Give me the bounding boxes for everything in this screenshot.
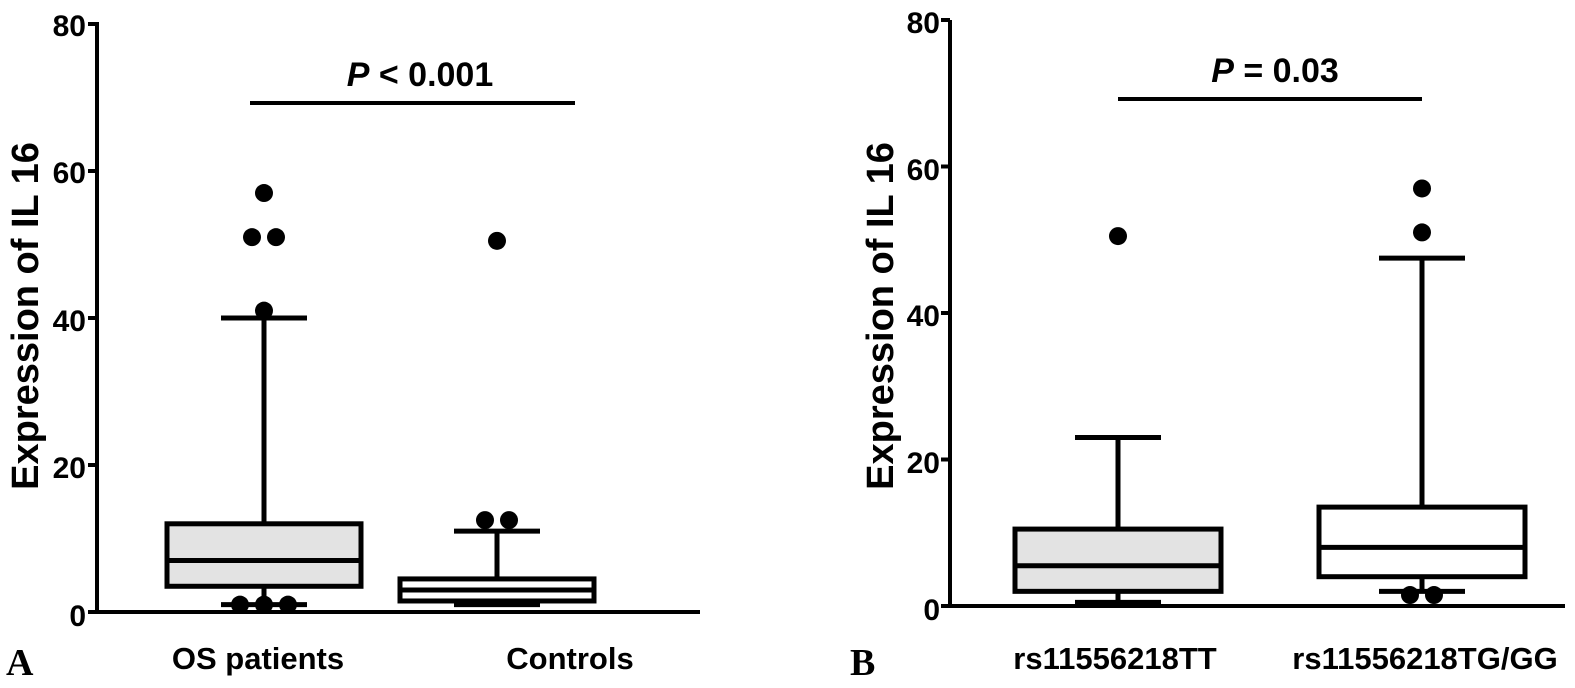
significance-label: P = 0.03 — [1211, 52, 1339, 90]
panel-label: B — [850, 642, 875, 684]
p-symbol: P — [1211, 52, 1234, 90]
outlier-point — [1425, 586, 1443, 605]
outlier-point — [476, 511, 494, 530]
x-tick-label: Controls — [506, 641, 633, 676]
p-value: < 0.001 — [369, 56, 493, 94]
iqr-box — [1012, 526, 1224, 594]
box-2 — [1316, 179, 1528, 605]
significance-label: P < 0.001 — [347, 56, 494, 94]
panel-b: Expression of IL 16 0 20 40 60 80 P = 0.… — [850, 7, 1565, 684]
outlier-point — [1401, 586, 1419, 605]
y-ticks: 0 20 40 60 80 — [53, 10, 97, 633]
y-tick-label: 40 — [907, 300, 940, 333]
y-tick-label: 0 — [923, 594, 940, 627]
y-tick-label: 40 — [53, 305, 86, 338]
p-value: = 0.03 — [1234, 52, 1339, 90]
box-group — [1012, 179, 1528, 605]
panel-a: Expression of IL 16 0 20 40 60 80 P < 0.… — [5, 10, 700, 684]
box-2 — [397, 231, 597, 608]
outlier-point — [243, 228, 261, 247]
box-group — [164, 184, 597, 614]
y-tick-label: 80 — [53, 10, 86, 43]
y-axis-label: Expression of IL 16 — [5, 142, 47, 490]
y-tick-label: 20 — [53, 452, 86, 485]
outlier-point — [500, 511, 518, 530]
outlier-point — [1109, 227, 1127, 246]
y-tick-label: 0 — [69, 600, 86, 633]
outlier-point — [1413, 223, 1431, 242]
outlier-point — [1413, 179, 1431, 198]
outlier-point — [488, 231, 506, 250]
x-tick-label: rs11556218TT — [1013, 641, 1216, 676]
p-symbol: P — [347, 56, 370, 94]
panel-label: A — [6, 642, 34, 684]
y-ticks: 0 20 40 60 80 — [907, 7, 950, 627]
outlier-point — [279, 595, 297, 614]
outlier-point — [231, 595, 249, 614]
outlier-point — [267, 228, 285, 247]
y-tick-label: 80 — [907, 7, 940, 40]
y-tick-label: 60 — [907, 154, 940, 187]
iqr-box — [164, 521, 364, 589]
y-axis-label: Expression of IL 16 — [860, 142, 902, 490]
box-1 — [164, 184, 364, 614]
iqr-box — [1316, 504, 1528, 580]
y-tick-label: 20 — [907, 447, 940, 480]
y-tick-label: 60 — [53, 157, 86, 190]
outlier-point — [255, 184, 273, 203]
x-tick-label: OS patients — [172, 641, 344, 676]
outlier-point — [255, 301, 273, 320]
box-1 — [1012, 227, 1224, 605]
x-tick-label: rs11556218TG/GG — [1292, 641, 1557, 676]
outlier-point — [255, 595, 273, 614]
